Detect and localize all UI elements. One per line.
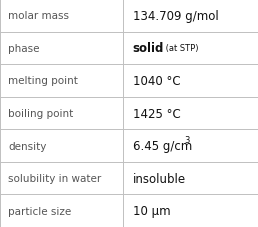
Text: 134.709 g/mol: 134.709 g/mol bbox=[133, 10, 218, 23]
Text: molar mass: molar mass bbox=[8, 11, 69, 21]
Text: 1040 °C: 1040 °C bbox=[133, 75, 180, 88]
Text: boiling point: boiling point bbox=[8, 109, 73, 118]
Text: solid: solid bbox=[133, 42, 164, 55]
Text: density: density bbox=[8, 141, 46, 151]
Text: solubility in water: solubility in water bbox=[8, 173, 101, 183]
Text: insoluble: insoluble bbox=[133, 172, 186, 185]
Text: melting point: melting point bbox=[8, 76, 78, 86]
Text: 1425 °C: 1425 °C bbox=[133, 107, 180, 120]
Text: (at STP): (at STP) bbox=[163, 44, 198, 53]
Text: 3: 3 bbox=[184, 136, 190, 145]
Text: phase: phase bbox=[8, 44, 39, 54]
Text: 6.45 g/cm: 6.45 g/cm bbox=[133, 139, 192, 152]
Text: particle size: particle size bbox=[8, 206, 71, 216]
Text: 10 μm: 10 μm bbox=[133, 204, 170, 217]
